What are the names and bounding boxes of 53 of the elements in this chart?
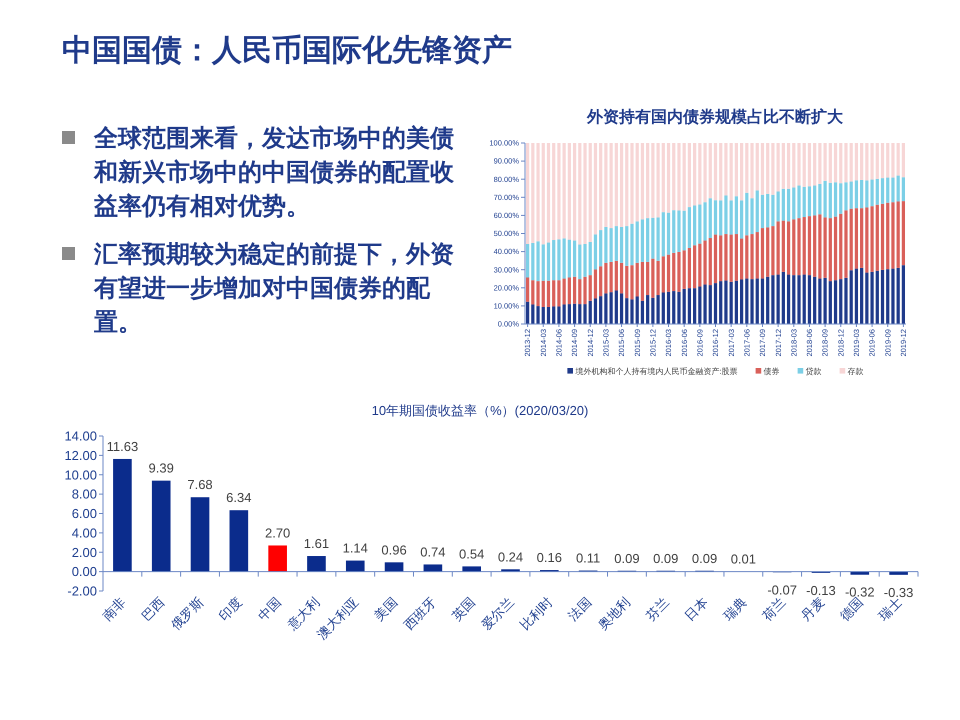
data-label: -0.07 bbox=[767, 582, 797, 598]
data-label: 7.68 bbox=[187, 477, 213, 492]
x-tick-label: 俄罗斯 bbox=[168, 594, 206, 633]
y-tick-label: 0.00 bbox=[72, 564, 97, 580]
data-label: 0.96 bbox=[381, 542, 407, 558]
y-tick-label: 8.00 bbox=[72, 486, 97, 502]
x-tick-label: 爱尔兰 bbox=[478, 594, 517, 633]
x-tick-label: 英国 bbox=[448, 594, 478, 624]
x-tick-label: 巴西 bbox=[138, 594, 168, 624]
x-tick-label: 法国 bbox=[565, 594, 594, 624]
legend-label: 境外机构和个人持有境内人民币金融资产:股票 bbox=[574, 367, 738, 376]
x-tick-label: 日本 bbox=[682, 594, 711, 624]
x-tick-label: 西班牙 bbox=[400, 594, 439, 633]
y-tick-label: 2.00 bbox=[72, 544, 97, 560]
x-tick-label: 美国 bbox=[371, 594, 400, 624]
chart-title: 10年期国债收益率（%）(2020/03/20) bbox=[372, 403, 588, 418]
x-tick-label: 中国 bbox=[254, 594, 284, 624]
data-label: 0.24 bbox=[498, 549, 524, 564]
data-label: 0.01 bbox=[730, 552, 756, 567]
y-tick-label: 6.00 bbox=[72, 506, 97, 522]
data-label: 6.34 bbox=[226, 490, 252, 506]
y-tick-label: 12.00 bbox=[64, 448, 97, 463]
data-label: 2.70 bbox=[264, 525, 290, 540]
data-label: 1.14 bbox=[342, 540, 368, 556]
data-label: 0.11 bbox=[576, 550, 600, 566]
legend-label: 债券 bbox=[764, 367, 780, 376]
x-tick-label: 瑞典 bbox=[720, 594, 750, 624]
data-label: 11.63 bbox=[106, 438, 138, 454]
legend-label: 存款 bbox=[848, 367, 864, 376]
data-label: 0.09 bbox=[614, 550, 640, 566]
data-label: 0.74 bbox=[420, 544, 446, 560]
y-tick-label: 10.00 bbox=[64, 467, 97, 482]
text: 全球范围来看，发达市场中的美债和新兴市场中的中国债券的配置收益率仍有相对优势。 bbox=[94, 124, 454, 222]
chart-title: 外资持有国内债券规模占比不断扩大 bbox=[586, 108, 844, 126]
y-tick-label: 14.00 bbox=[64, 428, 97, 444]
text: 汇率预期较为稳定的前提下，外资有望进一步增加对中国债券的配置。 bbox=[94, 240, 454, 338]
x-tick-label: 比利时 bbox=[517, 594, 556, 633]
data-label: 0.16 bbox=[536, 550, 562, 566]
x-tick-label: 南非 bbox=[100, 594, 129, 624]
data-label: 1.61 bbox=[304, 536, 330, 552]
y-tick-label: -2.00 bbox=[67, 584, 97, 599]
x-tick-label: 奥地利 bbox=[594, 594, 634, 633]
data-label: 0.09 bbox=[692, 550, 718, 566]
x-tick-label: 芬兰 bbox=[642, 594, 672, 624]
data-label: -0.33 bbox=[884, 584, 914, 600]
x-tick-label: 荷兰 bbox=[759, 594, 788, 624]
y-tick-label: 4.00 bbox=[72, 525, 97, 540]
data-label: 9.39 bbox=[148, 460, 174, 476]
data-label: 0.09 bbox=[653, 550, 678, 566]
data-label: 0.54 bbox=[459, 546, 484, 562]
legend-label: 贷款 bbox=[806, 367, 822, 376]
text: 中国国债：人民币国际化先锋资产 bbox=[62, 33, 512, 69]
x-tick-label: 印度 bbox=[216, 594, 245, 624]
